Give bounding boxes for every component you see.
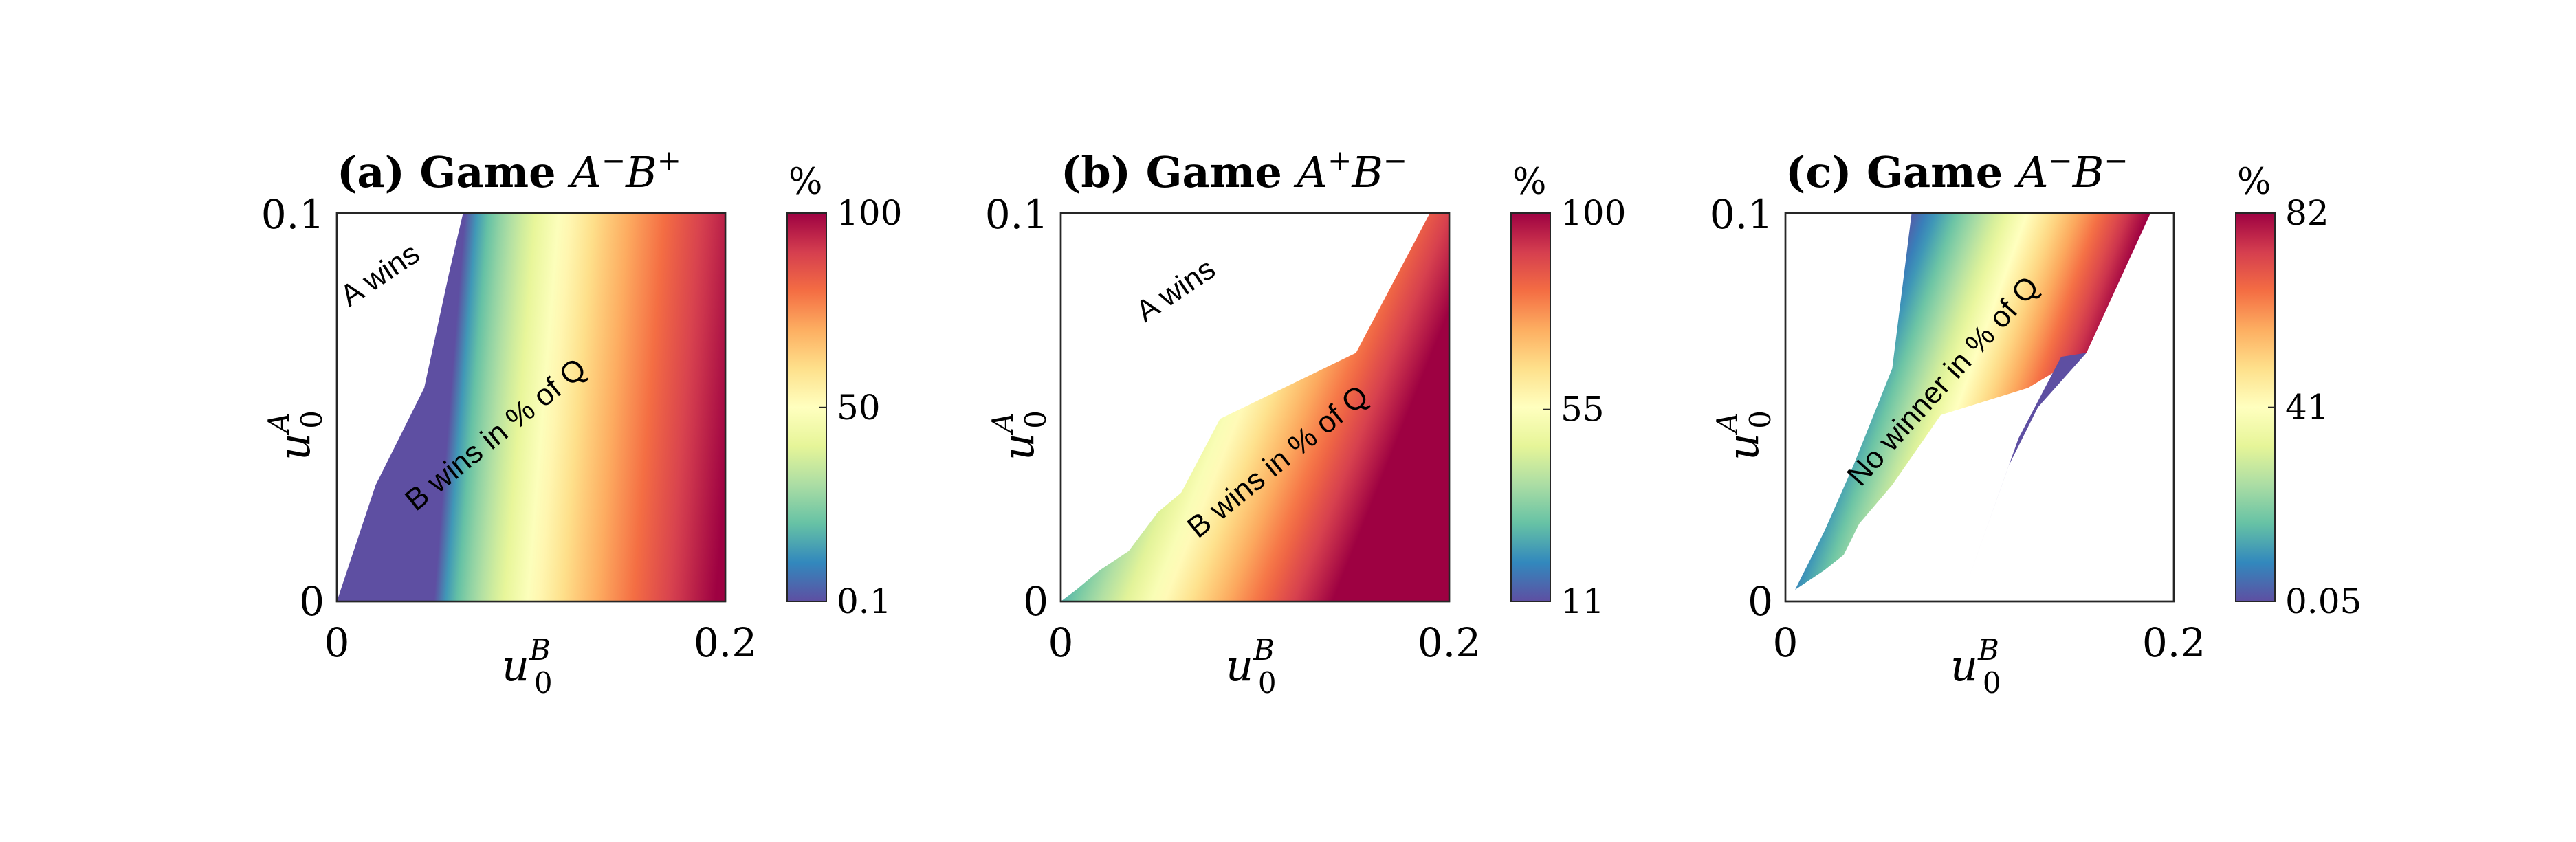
ytick-label-max: 0.1 [261,191,324,238]
x-axis-label: uB 0 [1226,633,1277,700]
panel-c: (c) Game A−B− No winner in % of Q 0.1 0 … [1710,144,2362,700]
title-prefix: (a) Game [337,147,571,197]
x-axis-label: uB 0 [1950,633,2001,700]
colorbar-ticks: 0.1 50 100 [819,193,902,621]
colorbar: % 0.05 41 82 [2235,162,2362,621]
title-player1: A [2014,147,2049,197]
title-player1: A [567,147,602,197]
colorbar-tick-label: 100 [837,193,902,233]
xtick-label-max: 0.2 [2142,619,2205,666]
axes-frame [335,212,727,603]
title-prefix: (b) Game [1061,147,1297,197]
panel-title: (b) Game A+B− [1061,144,1407,197]
axes-frame [1784,212,2175,603]
xtick-label-max: 0.2 [694,619,757,666]
xtick-label-max: 0.2 [1418,619,1481,666]
colorbar-tick-label: 82 [2285,193,2329,233]
colorbar-tick-label: 100 [1561,193,1626,233]
y-axis-label: uA0 [262,410,329,461]
title-sup1: − [602,144,626,177]
title-sup1: + [1328,144,1352,177]
plot-area [1059,212,1451,603]
title-sup2: − [2104,144,2128,177]
ytick-label-max: 0.1 [985,191,1048,238]
colorbar-ticks: 0.05 41 82 [2268,193,2362,621]
title-sup1: − [2049,144,2073,177]
axes-frame [1059,212,1451,603]
y-axis-label: uA0 [1710,410,1777,461]
title-sup2: − [1383,144,1407,177]
plot-area [1784,212,2175,603]
x-axis-label: uB 0 [502,633,553,700]
colorbar-tick-label: 0.05 [2285,581,2362,621]
xtick-label-min: 0 [1048,619,1074,666]
colored-region [1061,213,1449,601]
y-axis-label: uA0 [986,410,1053,461]
title-player2: B [1351,147,1383,197]
colored-region [1795,213,2151,590]
colorbar-tick-label: 55 [1561,390,1605,430]
panel-title: (a) Game A−B+ [337,144,681,197]
title-prefix: (c) Game [1785,147,2018,197]
title-player2: B [2072,147,2104,197]
colorbar: % 11 55 100 [1510,162,1626,621]
colored-region [337,213,725,601]
title-sup2: + [657,144,681,177]
ytick-label-min: 0 [1748,578,1773,625]
xtick-label-min: 0 [324,619,350,666]
colorbar-tick-label: 50 [837,388,881,428]
colorbar: % 0.1 50 100 [786,162,902,621]
ytick-label-max: 0.1 [1710,191,1773,238]
colorbar-label: % [2237,162,2271,203]
colorbar-gradient [1510,212,1551,602]
ytick-label-min: 0 [299,578,324,625]
colorbar-tick-label: 41 [2285,388,2329,428]
colorbar-tick-label: 0.1 [837,581,892,621]
title-player1: A [1293,147,1328,197]
colorbar-label: % [789,162,822,203]
xtick-label-min: 0 [1773,619,1798,666]
panel-title: (c) Game A−B− [1785,144,2128,197]
colorbar-ticks: 11 55 100 [1543,193,1626,621]
plot-area [335,212,727,603]
colorbar-tick-label: 11 [1561,581,1605,621]
colorbar-label: % [1512,162,1546,203]
ytick-label-min: 0 [1023,578,1048,625]
title-player2: B [625,147,657,197]
